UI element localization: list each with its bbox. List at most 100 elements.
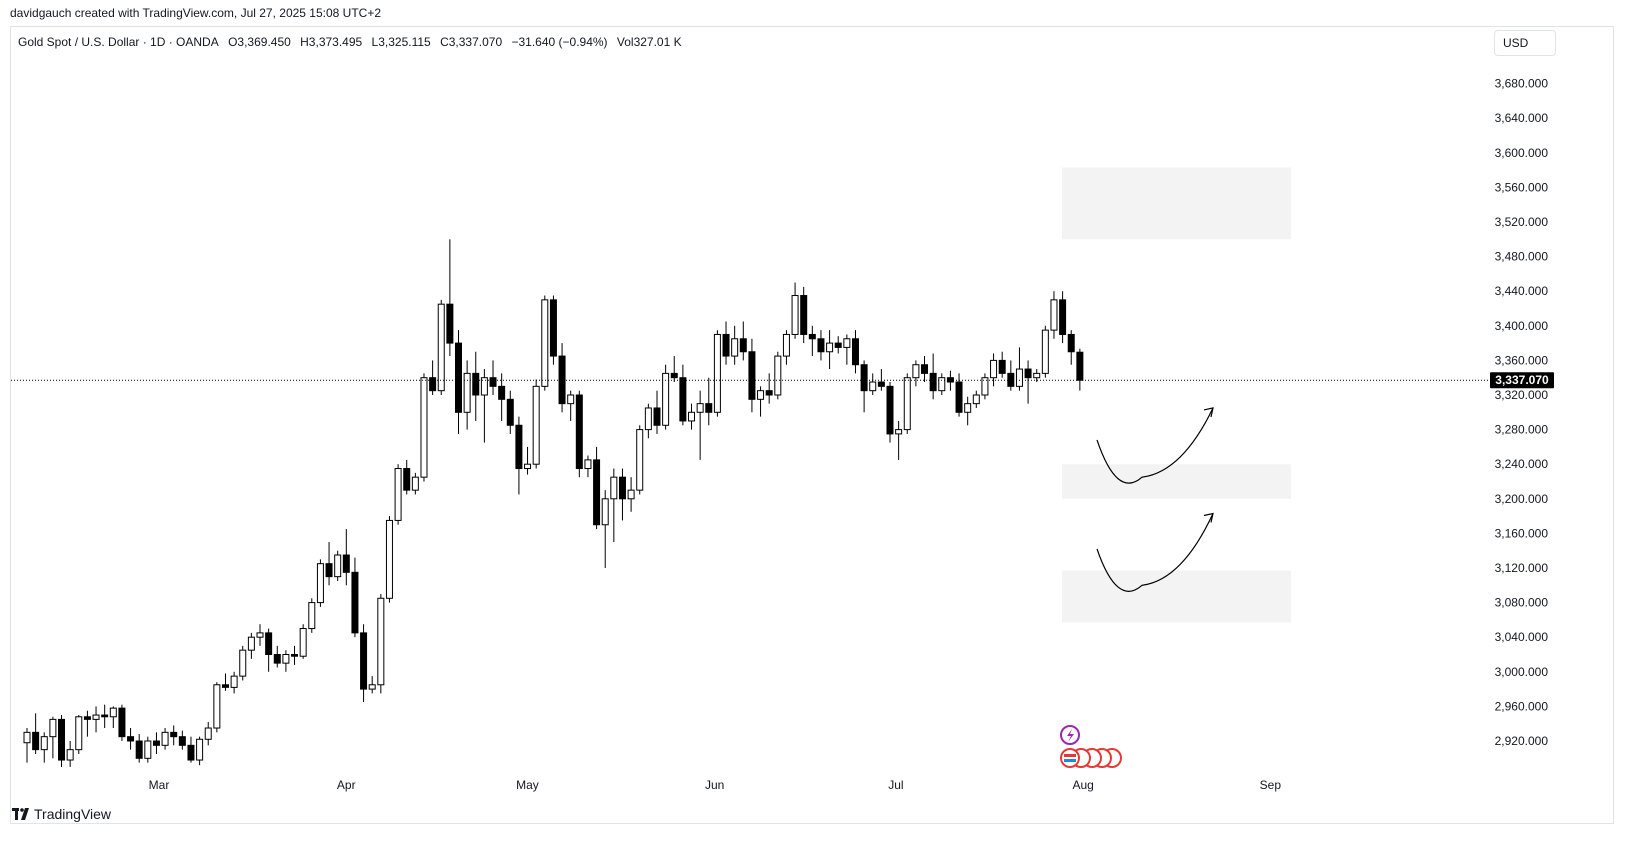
- candle[interactable]: [817, 330, 825, 361]
- candle[interactable]: [83, 710, 91, 737]
- candle[interactable]: [739, 321, 747, 361]
- candle[interactable]: [204, 721, 212, 746]
- us-events-icon[interactable]: [1060, 748, 1122, 768]
- candle[interactable]: [403, 459, 411, 495]
- candle[interactable]: [265, 628, 273, 672]
- projection-arrow-0[interactable]: [1096, 407, 1214, 484]
- candle[interactable]: [532, 379, 540, 469]
- candle[interactable]: [713, 330, 721, 417]
- candle[interactable]: [869, 373, 877, 395]
- candle[interactable]: [1076, 348, 1084, 391]
- candle[interactable]: [1033, 369, 1041, 383]
- candle[interactable]: [757, 386, 765, 417]
- candle[interactable]: [1024, 360, 1032, 404]
- candle[interactable]: [489, 360, 497, 395]
- candle[interactable]: [558, 343, 566, 413]
- candle[interactable]: [610, 468, 618, 543]
- candle[interactable]: [506, 390, 514, 434]
- candle[interactable]: [230, 671, 238, 694]
- candle[interactable]: [524, 446, 532, 475]
- candle[interactable]: [1015, 347, 1023, 391]
- candle[interactable]: [981, 373, 989, 400]
- candle[interactable]: [368, 676, 376, 694]
- candle[interactable]: [101, 704, 109, 729]
- candle[interactable]: [998, 351, 1006, 378]
- candle[interactable]: [213, 682, 221, 733]
- candle[interactable]: [782, 330, 790, 365]
- projection-arrow-1[interactable]: [1096, 512, 1214, 592]
- candle[interactable]: [455, 330, 462, 434]
- candle[interactable]: [239, 645, 247, 681]
- candle[interactable]: [662, 364, 670, 430]
- candle[interactable]: [575, 390, 583, 478]
- candle[interactable]: [394, 464, 402, 525]
- candle[interactable]: [291, 645, 299, 665]
- candle[interactable]: [618, 468, 626, 521]
- candle[interactable]: [325, 542, 333, 586]
- candle[interactable]: [808, 325, 816, 357]
- candle[interactable]: [860, 360, 868, 413]
- candle[interactable]: [92, 706, 100, 733]
- candle[interactable]: [774, 351, 782, 400]
- candle[interactable]: [109, 706, 117, 729]
- candle[interactable]: [800, 286, 808, 344]
- candle[interactable]: [49, 716, 57, 759]
- candle[interactable]: [152, 732, 160, 754]
- candle[interactable]: [40, 732, 48, 763]
- candle[interactable]: [990, 353, 998, 387]
- candle[interactable]: [921, 356, 929, 383]
- candle[interactable]: [463, 360, 471, 430]
- candle[interactable]: [1050, 291, 1058, 339]
- candle[interactable]: [342, 529, 350, 586]
- candle[interactable]: [32, 713, 40, 754]
- candle[interactable]: [178, 730, 186, 750]
- candle[interactable]: [360, 624, 368, 703]
- candle[interactable]: [1041, 325, 1049, 378]
- candle[interactable]: [584, 455, 592, 478]
- zone-2[interactable]: [1062, 570, 1291, 623]
- candle[interactable]: [886, 382, 894, 443]
- candle[interactable]: [446, 239, 454, 357]
- candle[interactable]: [705, 377, 713, 426]
- candle[interactable]: [161, 728, 169, 750]
- candle[interactable]: [420, 373, 428, 482]
- candle[interactable]: [515, 416, 523, 495]
- candle[interactable]: [170, 725, 178, 746]
- candle[interactable]: [144, 736, 152, 763]
- candle[interactable]: [221, 673, 229, 691]
- candle[interactable]: [895, 420, 903, 460]
- candle[interactable]: [58, 715, 66, 767]
- candle[interactable]: [748, 338, 756, 413]
- candle[interactable]: [247, 632, 255, 659]
- candle[interactable]: [834, 336, 842, 354]
- candle[interactable]: [127, 728, 135, 750]
- candle[interactable]: [135, 734, 143, 763]
- lightning-event-icon[interactable]: [1060, 725, 1080, 745]
- candle[interactable]: [118, 704, 126, 741]
- candle[interactable]: [385, 516, 393, 603]
- candle[interactable]: [972, 390, 980, 408]
- candle[interactable]: [938, 373, 946, 395]
- candle[interactable]: [912, 360, 920, 387]
- candle[interactable]: [282, 650, 290, 672]
- candle[interactable]: [679, 364, 687, 426]
- candle[interactable]: [187, 736, 195, 763]
- candle[interactable]: [429, 360, 437, 395]
- candle[interactable]: [929, 353, 937, 400]
- candle[interactable]: [75, 715, 83, 754]
- candle[interactable]: [66, 741, 74, 767]
- currency-button[interactable]: USD: [1494, 30, 1556, 56]
- candle[interactable]: [437, 299, 445, 395]
- candle[interactable]: [1007, 360, 1015, 391]
- candle[interactable]: [593, 446, 601, 530]
- candle[interactable]: [670, 356, 678, 383]
- candle[interactable]: [964, 396, 972, 426]
- candle[interactable]: [567, 390, 575, 421]
- candle[interactable]: [1059, 291, 1067, 344]
- candle[interactable]: [765, 373, 773, 404]
- candle[interactable]: [480, 369, 488, 443]
- candle[interactable]: [308, 598, 316, 633]
- candle[interactable]: [256, 624, 264, 646]
- candle[interactable]: [696, 390, 704, 460]
